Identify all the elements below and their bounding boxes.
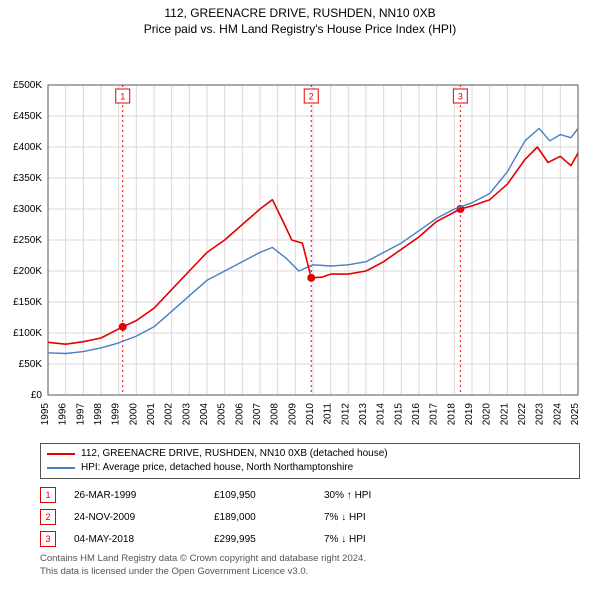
svg-text:2016: 2016 xyxy=(411,403,422,426)
legend-row-hpi: HPI: Average price, detached house, Nort… xyxy=(47,461,573,475)
svg-text:2014: 2014 xyxy=(376,403,387,426)
svg-text:2009: 2009 xyxy=(287,403,298,426)
svg-text:£250K: £250K xyxy=(13,235,42,246)
svg-text:1996: 1996 xyxy=(58,403,69,426)
svg-text:2003: 2003 xyxy=(181,403,192,426)
legend-row-property: 112, GREENACRE DRIVE, RUSHDEN, NN10 0XB … xyxy=(47,447,573,461)
svg-text:2010: 2010 xyxy=(305,403,316,426)
transaction-pct: 7% ↓ HPI xyxy=(324,512,444,523)
svg-text:£500K: £500K xyxy=(13,80,42,91)
svg-text:2022: 2022 xyxy=(517,403,528,426)
price-chart: £0 £50K £100K £150K £200K £250K £300K £350K £400… xyxy=(0,37,600,437)
svg-text:2024: 2024 xyxy=(552,403,563,426)
svg-text:2: 2 xyxy=(309,92,314,102)
legend: 112, GREENACRE DRIVE, RUSHDEN, NN10 0XB … xyxy=(40,443,580,479)
svg-text:2020: 2020 xyxy=(482,403,493,426)
svg-text:£150K: £150K xyxy=(13,297,42,308)
transactions-table: 1 26-MAR-1999 £109,950 30% ↑ HPI 2 24-NO… xyxy=(40,487,580,547)
legend-label-hpi: HPI: Average price, detached house, Nort… xyxy=(81,461,353,475)
transaction-marker-1: 1 xyxy=(40,487,56,503)
svg-text:3: 3 xyxy=(458,92,463,102)
legend-swatch-property xyxy=(47,453,75,455)
svg-text:2013: 2013 xyxy=(358,403,369,426)
svg-text:1999: 1999 xyxy=(111,403,122,426)
svg-text:2006: 2006 xyxy=(234,403,245,426)
legend-swatch-hpi xyxy=(47,467,75,469)
svg-text:2011: 2011 xyxy=(323,403,334,425)
transaction-pct: 7% ↓ HPI xyxy=(324,534,444,545)
transaction-date: 24-NOV-2009 xyxy=(74,512,214,523)
svg-text:£450K: £450K xyxy=(13,111,42,122)
svg-text:£0: £0 xyxy=(31,390,43,401)
svg-text:2005: 2005 xyxy=(217,403,228,426)
svg-text:£400K: £400K xyxy=(13,142,42,153)
svg-text:2025: 2025 xyxy=(570,403,581,426)
footer-line1: Contains HM Land Registry data © Crown c… xyxy=(40,553,580,565)
svg-text:£50K: £50K xyxy=(19,359,43,370)
svg-text:1998: 1998 xyxy=(93,403,104,426)
svg-text:1995: 1995 xyxy=(40,403,51,426)
svg-text:2001: 2001 xyxy=(146,403,157,426)
svg-text:1: 1 xyxy=(120,92,125,102)
transaction-marker-2: 2 xyxy=(40,509,56,525)
svg-text:2019: 2019 xyxy=(464,403,475,426)
svg-text:2000: 2000 xyxy=(128,403,139,426)
svg-text:2004: 2004 xyxy=(199,403,210,426)
svg-text:2002: 2002 xyxy=(164,403,175,426)
transaction-row: 1 26-MAR-1999 £109,950 30% ↑ HPI xyxy=(40,487,580,503)
legend-label-property: 112, GREENACRE DRIVE, RUSHDEN, NN10 0XB … xyxy=(81,447,388,461)
svg-text:£200K: £200K xyxy=(13,266,42,277)
transaction-date: 26-MAR-1999 xyxy=(74,490,214,501)
svg-text:2007: 2007 xyxy=(252,403,263,426)
transaction-marker-3: 3 xyxy=(40,531,56,547)
footer-line2: This data is licensed under the Open Gov… xyxy=(40,566,580,578)
svg-text:2012: 2012 xyxy=(340,403,351,426)
transaction-date: 04-MAY-2018 xyxy=(74,534,214,545)
chart-title-line2: Price paid vs. HM Land Registry's House … xyxy=(0,22,600,38)
transaction-pct: 30% ↑ HPI xyxy=(324,490,444,501)
svg-text:1997: 1997 xyxy=(75,403,86,426)
svg-text:£350K: £350K xyxy=(13,173,42,184)
transaction-row: 2 24-NOV-2009 £189,000 7% ↓ HPI xyxy=(40,509,580,525)
chart-title-line1: 112, GREENACRE DRIVE, RUSHDEN, NN10 0XB xyxy=(0,0,600,22)
transaction-price: £299,995 xyxy=(214,534,324,545)
footer: Contains HM Land Registry data © Crown c… xyxy=(40,553,580,578)
transaction-price: £109,950 xyxy=(214,490,324,501)
svg-text:£100K: £100K xyxy=(13,328,42,339)
svg-text:2018: 2018 xyxy=(446,403,457,426)
svg-text:2017: 2017 xyxy=(429,403,440,426)
svg-text:2023: 2023 xyxy=(535,403,546,426)
transaction-price: £189,000 xyxy=(214,512,324,523)
svg-text:2008: 2008 xyxy=(270,403,281,426)
svg-text:2015: 2015 xyxy=(393,403,404,426)
svg-text:2021: 2021 xyxy=(499,403,510,426)
transaction-row: 3 04-MAY-2018 £299,995 7% ↓ HPI xyxy=(40,531,580,547)
svg-text:£300K: £300K xyxy=(13,204,42,215)
